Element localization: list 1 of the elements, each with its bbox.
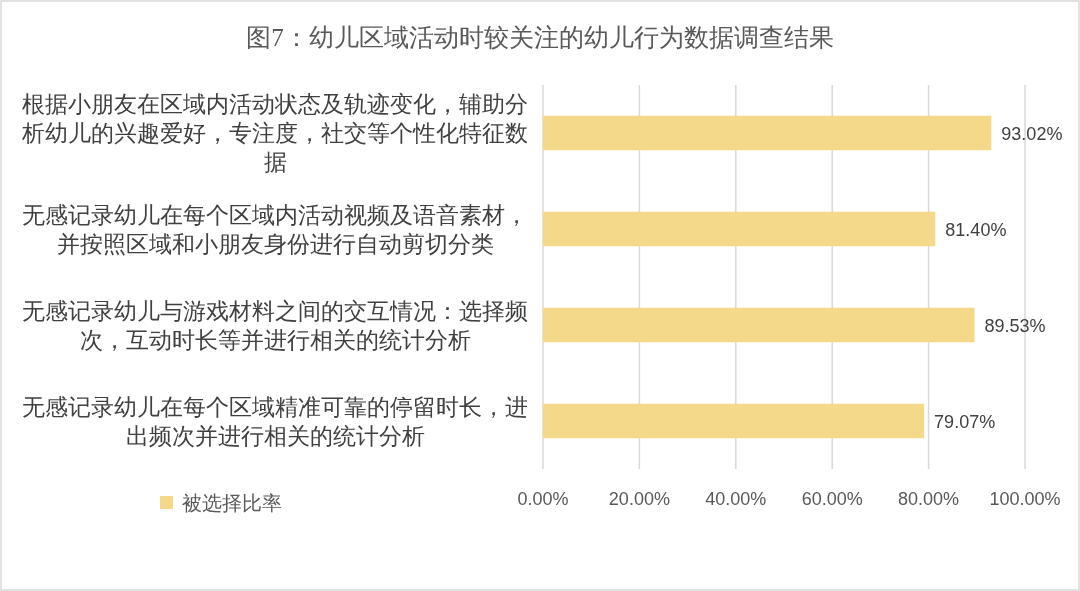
title: 图7：幼儿区域活动时较关注的幼儿行为数据调查结果 [246, 24, 834, 51]
